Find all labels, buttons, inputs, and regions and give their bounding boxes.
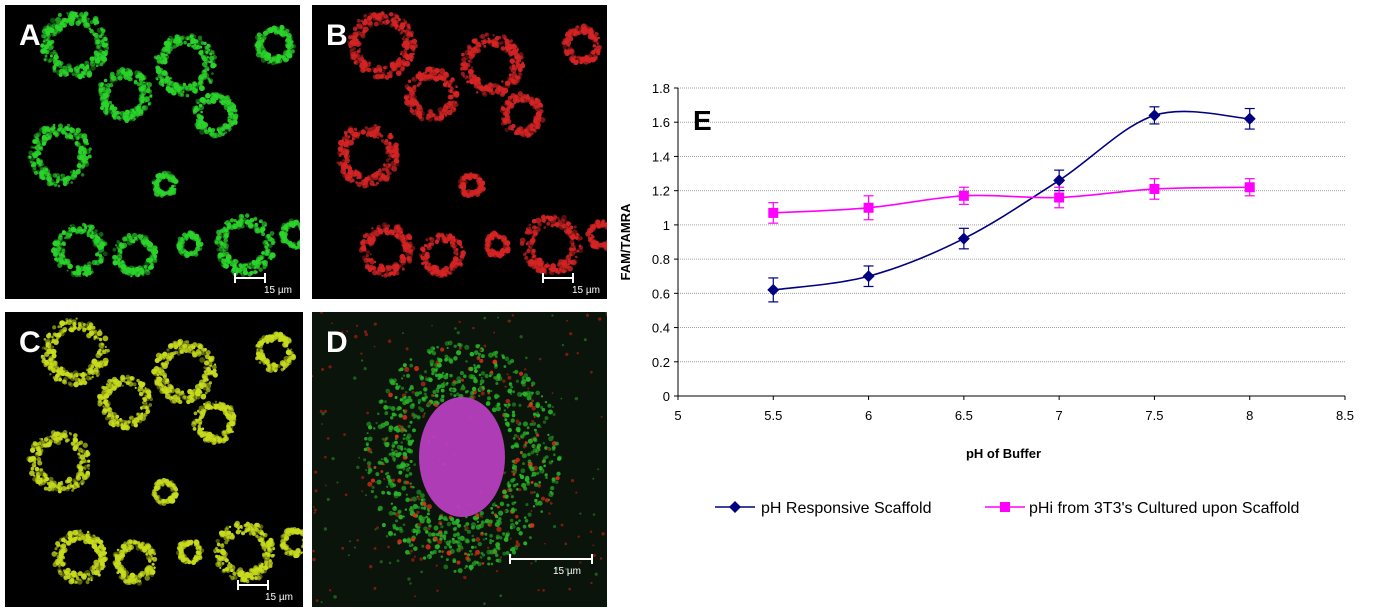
y-tick-label: 0.8 [652, 252, 670, 267]
y-tick-label: 0 [663, 389, 670, 404]
panel-label-c: C [19, 326, 41, 359]
scale-bar-label-a: 15 µm [264, 285, 292, 296]
scale-bar-d: 15 µm [509, 552, 593, 577]
data-point-diamond [767, 283, 780, 296]
scale-bar-label-c: 15 µm [265, 592, 293, 603]
legend-marker-2 [1000, 502, 1010, 512]
y-tick-label: 1.2 [652, 184, 670, 199]
y-tick-label: 0.6 [652, 286, 670, 301]
micrograph-panel-c: C 15 µm [5, 312, 303, 607]
panel-label-e: E [693, 105, 712, 136]
panel-label-a: A [19, 19, 41, 52]
data-point-diamond [957, 232, 970, 245]
x-tick-label: 5 [674, 408, 681, 423]
legend-marker-1 [729, 501, 741, 513]
scale-bar-label-b: 15 µm [572, 285, 600, 296]
scale-bar-c: 15 µm [237, 578, 293, 603]
micrograph-panel-d: D 15 µm [312, 312, 607, 607]
scale-bar-a: 15 µm [234, 271, 292, 296]
data-point-square [1149, 183, 1160, 194]
micrograph-panel-b: B 15 µm [312, 5, 607, 299]
data-point-square [768, 207, 779, 218]
y-tick-label: 1 [663, 218, 670, 233]
cell-image-d [312, 312, 607, 606]
legend-label-2: pHi from 3T3's Cultured upon Scaffold [1029, 500, 1299, 517]
y-axis-label: FAM/TAMRA [618, 203, 633, 281]
cell-image-a [27, 10, 300, 278]
y-tick-label: 0.2 [652, 355, 670, 370]
cell-image-c [26, 317, 303, 586]
micrograph-panel-a: A 15 µm [5, 5, 300, 299]
cell-image-b [336, 11, 607, 279]
x-axis-label: pH of Buffer [966, 446, 1041, 461]
data-point-square [1244, 182, 1255, 193]
series-line-2 [773, 186, 1250, 214]
data-point-diamond [1053, 174, 1066, 187]
panel-label-b: B [326, 19, 348, 52]
y-tick-label: 1.4 [652, 149, 670, 164]
ph-chart: 0 0.2 0.4 0.6 0.8 1 1.2 1.4 1.6 1.8 5 5.5 6 6.5 7 7.5 8 8… [618, 81, 1354, 517]
y-tick-label: 0.4 [652, 321, 670, 336]
series-line-1 [773, 110, 1250, 291]
data-point-diamond [862, 270, 875, 283]
x-tick-label: 7 [1056, 408, 1063, 423]
data-point-diamond [1148, 109, 1161, 122]
x-tick-label: 8.5 [1336, 408, 1354, 423]
data-point-square [1054, 192, 1065, 203]
x-tick-label: 8 [1246, 408, 1253, 423]
data-point-square [958, 190, 969, 201]
panel-label-d: D [326, 326, 348, 359]
y-tick-label: 1.8 [652, 81, 670, 96]
y-tick-label: 1.6 [652, 115, 670, 130]
x-tick-label: 6 [865, 408, 872, 423]
x-tick-label: 5.5 [764, 408, 782, 423]
x-tick-label: 7.5 [1145, 408, 1163, 423]
data-point-square [863, 202, 874, 213]
scale-bar-b: 15 µm [542, 271, 600, 296]
data-point-diamond [1243, 112, 1256, 125]
legend-label-1: pH Responsive Scaffold [761, 500, 931, 517]
x-tick-label: 6.5 [955, 408, 973, 423]
scale-bar-label-d: 15 µm [553, 566, 581, 577]
